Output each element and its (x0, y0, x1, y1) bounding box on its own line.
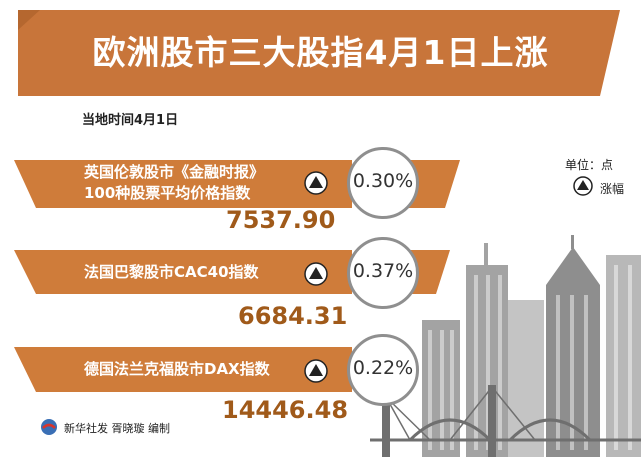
index-name-uk-line2: 100种股票平均价格指数 (84, 184, 251, 202)
change-value-de: 0.22% (352, 357, 414, 379)
date-subtitle: 当地时间4月1日 (82, 113, 179, 128)
up-triangle-icon (573, 176, 593, 196)
change-value-fr: 0.37% (352, 260, 414, 282)
index-name-de: 德国法兰克福股市DAX指数 (84, 360, 270, 378)
index-value-uk: 7537.90 (226, 206, 336, 234)
change-badge-uk: 0.30% (347, 147, 419, 219)
change-badge-de: 0.22% (347, 334, 419, 406)
index-name-fr: 法国巴黎股市CAC40指数 (84, 263, 259, 281)
xinhua-logo-icon (41, 419, 57, 435)
index-value-fr: 6684.31 (238, 302, 348, 330)
footer-credit: 新华社发 胥晓璇 编制 (64, 422, 170, 435)
title-banner (18, 10, 620, 96)
change-value-uk: 0.30% (352, 170, 414, 192)
page-title: 欧洲股市三大股指4月1日上涨 (92, 33, 549, 72)
change-badge-fr: 0.37% (347, 237, 419, 309)
index-name-uk: 英国伦敦股市《金融时报》 100种股票平均价格指数 (84, 162, 264, 204)
legend-label: 涨幅 (600, 182, 625, 196)
up-triangle-icon (304, 359, 328, 383)
legend-unit: 单位：点 (565, 158, 614, 172)
up-triangle-icon (304, 262, 328, 286)
index-name-uk-line1: 英国伦敦股市《金融时报》 (84, 163, 265, 181)
city-skyline-illustration (370, 235, 641, 457)
up-triangle-icon (304, 171, 328, 195)
index-value-de: 14446.48 (222, 396, 349, 424)
